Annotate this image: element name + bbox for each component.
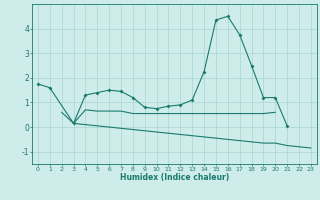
- X-axis label: Humidex (Indice chaleur): Humidex (Indice chaleur): [120, 173, 229, 182]
